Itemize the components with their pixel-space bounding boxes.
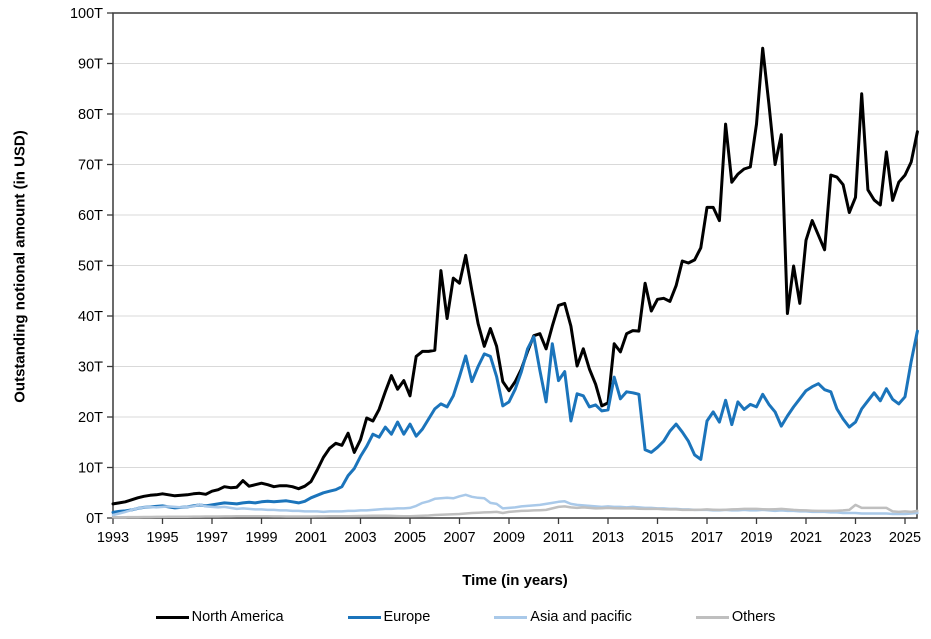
asia-pacific-line-swatch <box>494 615 528 619</box>
x-axis-title: Time (in years) <box>462 572 568 589</box>
y-tick-label: 90T <box>78 57 103 73</box>
x-tick-label: 1995 <box>146 530 178 546</box>
legend-item-europe: Europe <box>347 609 431 625</box>
y-tick-label: 10T <box>78 461 103 477</box>
x-tick-label: 2005 <box>394 530 426 546</box>
x-tick-label: 2021 <box>790 530 822 546</box>
x-tick-label: 2009 <box>493 530 525 546</box>
x-tick-label: 2007 <box>443 530 475 546</box>
y-tick-label: 100T <box>70 6 103 22</box>
y-tick-label: 60T <box>78 208 103 224</box>
y-axis-title: Outstanding notional amount (in USD) <box>11 130 29 403</box>
legend-item-north-america: North America <box>155 609 284 625</box>
y-tick-label: 0T <box>86 511 103 527</box>
series-line-north-america <box>111 46 919 506</box>
y-tick-label: 40T <box>78 309 103 325</box>
y-tick-label: 50T <box>78 259 103 275</box>
legend-label: Asia and pacific <box>530 609 632 625</box>
legend-label: Others <box>731 609 776 625</box>
north-america-line-swatch <box>155 615 189 619</box>
y-tick-label: 20T <box>78 410 103 426</box>
plot-border <box>112 12 918 519</box>
others-line-swatch <box>695 615 729 619</box>
series-line-others <box>111 503 919 519</box>
x-tick-label: 2013 <box>592 530 624 546</box>
legend-label: North America <box>191 609 284 625</box>
x-tick-label: 1993 <box>97 530 129 546</box>
x-tick-label: 2003 <box>344 530 376 546</box>
x-tick-label: 2011 <box>543 530 574 546</box>
y-tick-label: 70T <box>78 158 103 174</box>
legend-label: Europe <box>383 609 431 625</box>
y-tick-label: 30T <box>78 360 103 376</box>
y-tick-label: 80T <box>78 107 103 123</box>
x-tick-label: 1997 <box>196 530 228 546</box>
x-tick-label: 2015 <box>641 530 673 546</box>
x-tick-label: 2023 <box>839 530 871 546</box>
legend-item-asia-pacific: Asia and pacific <box>494 609 632 625</box>
legend: North America Europe Asia and pacific Ot… <box>0 609 931 625</box>
series-line-europe <box>111 329 919 514</box>
x-tick-label: 2017 <box>691 530 723 546</box>
x-tick-label: 2019 <box>740 530 772 546</box>
series-line-asia-and-pacific <box>111 493 919 517</box>
europe-line-swatch <box>347 615 381 619</box>
legend-item-others: Others <box>695 609 776 625</box>
x-tick-label: 2025 <box>889 530 921 546</box>
x-tick-label: 1999 <box>245 530 277 546</box>
x-tick-label: 2001 <box>295 530 327 546</box>
